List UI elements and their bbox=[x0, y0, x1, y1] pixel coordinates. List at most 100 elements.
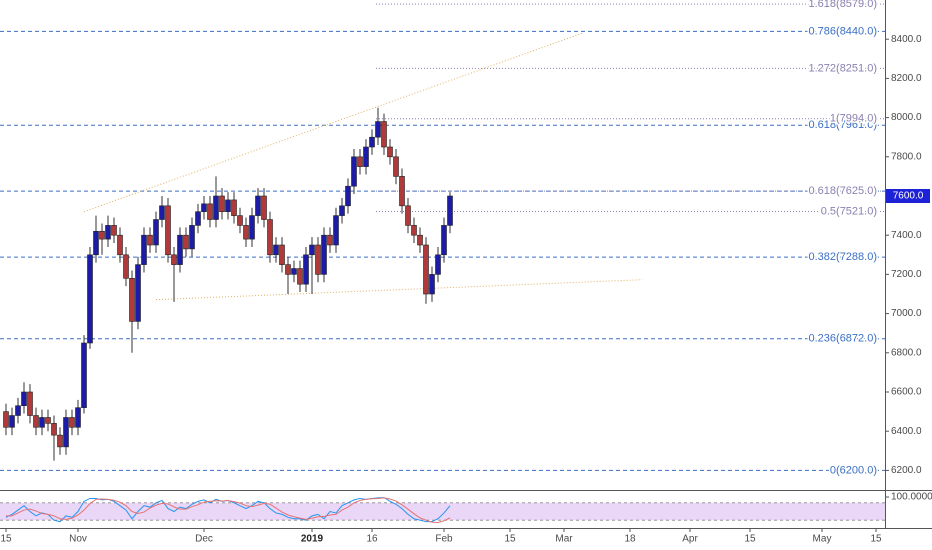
candle-body bbox=[429, 274, 435, 295]
x-tick-label: 16 bbox=[366, 534, 378, 545]
x-tick-label: Mar bbox=[555, 534, 573, 545]
candle-body bbox=[57, 434, 63, 448]
candle-body bbox=[171, 254, 177, 265]
candle-body bbox=[195, 211, 201, 226]
candle-body bbox=[243, 225, 249, 240]
candle-body bbox=[15, 405, 21, 416]
candle-body bbox=[339, 205, 345, 216]
candle-body bbox=[21, 391, 27, 407]
candle-body bbox=[255, 195, 261, 216]
candle-body bbox=[39, 417, 45, 428]
candle-body bbox=[297, 268, 303, 285]
x-tick-label: Apr bbox=[682, 534, 698, 545]
fib-label: 1(7994.0) bbox=[830, 113, 877, 125]
candle-body bbox=[51, 423, 57, 436]
x-tick-label: 2019 bbox=[301, 534, 324, 545]
candle-body bbox=[135, 264, 141, 322]
fib-label: 0.5(7521.0) bbox=[821, 205, 877, 217]
y-tick-label: 6200.0 bbox=[891, 465, 922, 476]
x-tick-label: May bbox=[813, 534, 832, 545]
candle-body bbox=[117, 234, 123, 256]
fib-label: 0(6200.0) bbox=[830, 464, 877, 476]
candle-body bbox=[9, 415, 15, 428]
candle-body bbox=[183, 234, 189, 250]
candle-body bbox=[315, 244, 321, 275]
candle-body bbox=[33, 415, 39, 428]
candle-body bbox=[201, 203, 207, 212]
fib-label: 0.5(7625.0) bbox=[821, 185, 877, 197]
candle-body bbox=[387, 146, 393, 158]
x-tick-label: Dec bbox=[195, 534, 213, 545]
candle-body bbox=[309, 244, 315, 256]
candle-body bbox=[213, 195, 219, 220]
oscillator-tick-label: 100.0000 bbox=[891, 492, 932, 503]
last-price-label: 7600.0 bbox=[893, 191, 924, 202]
fib-label: 0.236(6872.0) bbox=[809, 333, 878, 345]
candle-body bbox=[81, 342, 87, 408]
x-tick-label: 18 bbox=[624, 534, 636, 545]
candle-body bbox=[381, 121, 387, 148]
oscillator-band bbox=[0, 502, 885, 521]
candle-body bbox=[153, 219, 159, 246]
candle-body bbox=[411, 225, 417, 236]
candle-body bbox=[105, 225, 111, 240]
x-tick-label: Feb bbox=[435, 534, 453, 545]
candle-body bbox=[291, 268, 297, 275]
candle-body bbox=[111, 225, 117, 236]
candle-body bbox=[249, 215, 255, 240]
candle-body bbox=[321, 234, 327, 275]
candle-body bbox=[189, 225, 195, 250]
candle-body bbox=[123, 254, 129, 279]
candle-body bbox=[225, 199, 231, 212]
candle-body bbox=[369, 136, 375, 148]
candle-body bbox=[87, 254, 93, 344]
candle-body bbox=[129, 278, 135, 322]
trend-line bbox=[155, 279, 643, 301]
candle-body bbox=[375, 121, 381, 138]
y-tick-label: 6400.0 bbox=[891, 426, 922, 437]
candle-body bbox=[27, 391, 33, 416]
x-tick-label: 15 bbox=[504, 534, 516, 545]
x-tick-label: Nov bbox=[69, 534, 87, 545]
fib-label: 0.618(7625.0) bbox=[809, 185, 878, 197]
fib-label: 1.618(8579.0) bbox=[809, 0, 878, 10]
candle-body bbox=[237, 215, 243, 226]
y-tick-label: 8400.0 bbox=[891, 34, 922, 45]
candle-body bbox=[333, 215, 339, 246]
fib-label: 0.786(8440.0) bbox=[809, 25, 878, 37]
candle-body bbox=[93, 230, 99, 256]
candle-body bbox=[231, 199, 237, 216]
candle-body bbox=[177, 234, 183, 265]
y-tick-label: 6800.0 bbox=[891, 347, 922, 358]
candle-body bbox=[207, 203, 213, 220]
candle-body bbox=[75, 407, 81, 428]
candle-body bbox=[285, 264, 291, 275]
candle-body bbox=[399, 176, 405, 207]
candle-body bbox=[447, 195, 453, 226]
candle-body bbox=[267, 219, 273, 256]
y-tick-label: 7400.0 bbox=[891, 230, 922, 241]
y-tick-label: 8000.0 bbox=[891, 112, 922, 123]
candle-body bbox=[279, 244, 285, 265]
candle-body bbox=[423, 244, 429, 295]
trend-line bbox=[83, 32, 583, 213]
candle-body bbox=[219, 195, 225, 212]
candle-body bbox=[435, 254, 441, 275]
candle-body bbox=[417, 234, 423, 246]
x-tick-label: 15 bbox=[870, 534, 882, 545]
candle-body bbox=[165, 205, 171, 256]
candle-body bbox=[303, 254, 309, 285]
x-tick-label: 15 bbox=[744, 534, 756, 545]
candle-body bbox=[99, 230, 105, 240]
fib-label: 0.382(7288.0) bbox=[809, 251, 878, 263]
candle-body bbox=[363, 146, 369, 167]
candle-body bbox=[69, 417, 75, 428]
candle-body bbox=[273, 244, 279, 256]
fib-label: 1.272(8251.0) bbox=[809, 62, 878, 74]
candle-body bbox=[147, 234, 153, 246]
candle-body bbox=[405, 205, 411, 226]
candle-body bbox=[63, 417, 69, 448]
candle-body bbox=[141, 234, 147, 265]
